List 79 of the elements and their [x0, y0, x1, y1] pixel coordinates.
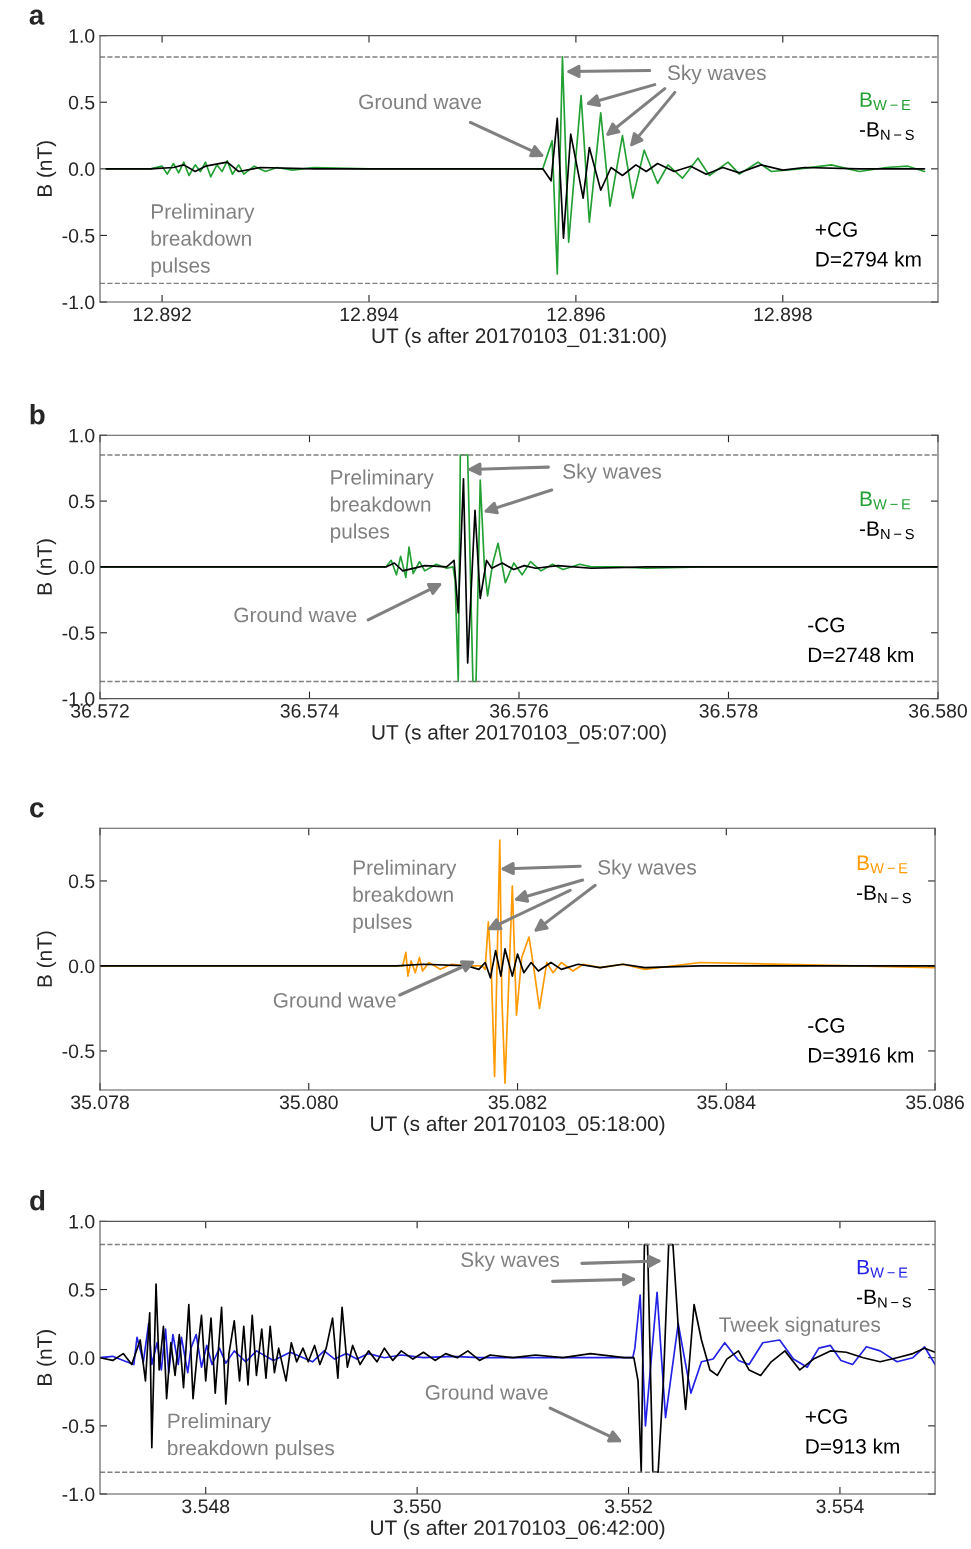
x-tick-label: 3.548	[182, 1499, 230, 1514]
x-axis-title: UT (s after 20170103_01:31:00)	[372, 327, 666, 348]
x-tick-label: 12.892	[133, 307, 191, 322]
x-tick-label: 36.572	[71, 703, 129, 718]
annotation: Preliminary breakdown pulses	[151, 203, 255, 277]
y-tick-label: 0.5	[68, 1283, 95, 1297]
annotation: -CG	[808, 1018, 844, 1033]
x-tick-label: 3.554	[816, 1499, 864, 1514]
text: -B$_{N−S}$	[857, 1289, 911, 1308]
annotation: Ground wave	[234, 606, 357, 623]
x-tick-label: 35.082	[488, 1095, 547, 1110]
annotation: Sky waves	[461, 1251, 560, 1272]
y-tick-label: 1.0	[69, 1214, 95, 1229]
y-tick-label: -0.5	[62, 1419, 95, 1434]
x-tick-label: 36.574	[280, 703, 339, 718]
x-axis-title: UT (s after 20170103_05:18:00)	[371, 1115, 665, 1136]
text: -B$_{N−S}$	[857, 885, 911, 904]
x-tick-label: 3.550	[393, 1499, 441, 1514]
x-tick-label: 12.894	[340, 307, 399, 322]
y-axis-title: B (nT)	[36, 539, 57, 595]
y-tick-label: 0.5	[68, 874, 95, 889]
y-tick-label: -1.0	[62, 692, 95, 706]
series-label: -B$_{N−S}$	[859, 521, 914, 540]
y-axis-title: B (nT)	[36, 141, 57, 197]
x-tick-label: 36.576	[490, 703, 548, 718]
annotation: Preliminary breakdown pulses	[168, 1413, 334, 1460]
annotation: D=2748 km	[808, 647, 913, 663]
y-axis-title: B (nT)	[36, 1330, 57, 1385]
annotation: +CG	[805, 1409, 847, 1424]
x-tick-label: 36.580	[908, 703, 967, 718]
text: B$_{W−E}$	[860, 491, 911, 510]
x-tick-label: 35.086	[906, 1095, 964, 1110]
annotation: Ground wave	[425, 1384, 548, 1400]
annotation: Sky waves	[667, 64, 766, 85]
annotation: Ground wave	[359, 93, 482, 110]
annotation: Tweek signatures	[719, 1316, 881, 1337]
y-tick-label: 0.5	[68, 95, 95, 110]
x-tick-label: 35.080	[279, 1095, 338, 1110]
annotation: Sky waves	[563, 463, 662, 483]
y-tick-label: -0.5	[62, 626, 95, 640]
annotation: D=913 km	[806, 1438, 899, 1454]
y-tick-label: -1.0	[62, 295, 95, 310]
text: B$_{W−E}$	[857, 1259, 908, 1278]
y-tick-label: 1.0	[69, 29, 95, 43]
x-tick-label: 36.578	[699, 703, 758, 718]
chart-title: d	[30, 1190, 45, 1211]
y-tick-label: -0.5	[62, 228, 95, 243]
x-tick-label: 3.552	[604, 1499, 652, 1514]
y-tick-label: 0.0	[68, 959, 95, 974]
y-tick-label: 0.0	[68, 1351, 95, 1365]
text: B$_{W−E}$	[857, 855, 908, 874]
x-axis-title: UT (s after 20170103_05:07:00)	[372, 724, 666, 744]
chart-title: c	[30, 802, 44, 818]
x-tick-label: 12.896	[547, 307, 605, 322]
y-tick-label: 0.5	[68, 494, 95, 509]
y-tick-label: 0.0	[68, 560, 95, 575]
x-tick-label: 12.898	[754, 307, 812, 322]
line-series	[100, 948, 936, 979]
chart-title: b	[30, 404, 45, 425]
line-series	[100, 1243, 936, 1474]
annotation: D=3916 km	[809, 1047, 914, 1063]
chart-title: a	[29, 9, 45, 25]
series-label: -B$_{N−S}$	[859, 122, 914, 141]
text: B$_{W−E}$	[860, 92, 911, 111]
annotation: Sky waves	[598, 859, 697, 879]
x-axis-title: UT (s after 20170103_06:42:00)	[371, 1519, 665, 1540]
y-tick-label: -0.5	[62, 1044, 95, 1059]
x-tick-label: 35.084	[697, 1095, 756, 1110]
x-tick-label: 35.078	[71, 1095, 129, 1110]
annotation: +CG	[815, 222, 857, 237]
y-tick-label: 0.0	[68, 162, 95, 177]
y-tick-label: 1.0	[69, 428, 95, 443]
annotation: Preliminary breakdown pulses	[353, 859, 457, 933]
annotation: -CG	[808, 617, 844, 633]
annotation: D=2794 km	[816, 251, 921, 267]
y-tick-label: -1.0	[62, 1487, 95, 1502]
annotation: Preliminary breakdown pulses	[330, 469, 434, 543]
annotation: Ground wave	[273, 992, 396, 1008]
y-axis-title: B (nT)	[36, 931, 57, 987]
